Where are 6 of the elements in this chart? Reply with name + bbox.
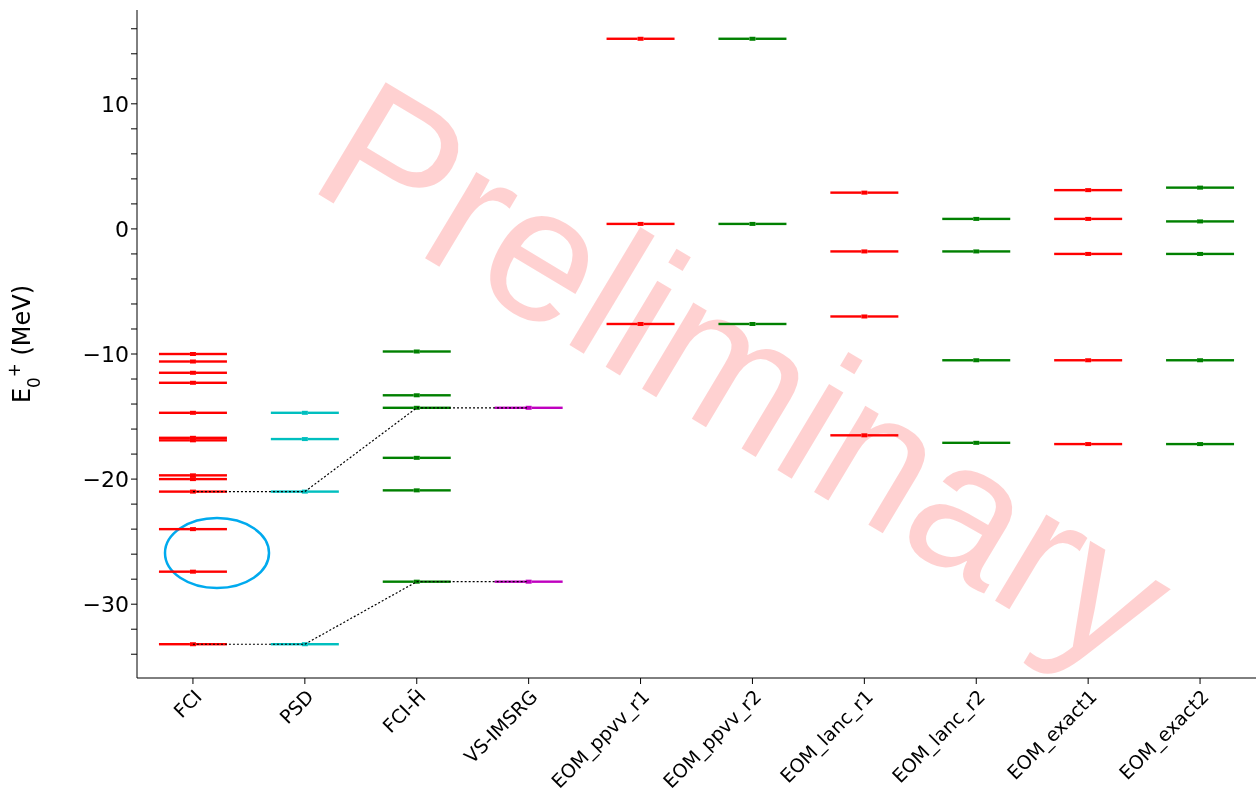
x-tick-label: FCI xyxy=(169,685,206,722)
y-tick-label: −30 xyxy=(82,592,129,617)
y-tick-label: 10 xyxy=(101,91,129,117)
y-tick-label: 0 xyxy=(115,216,129,242)
y-tick-label: −20 xyxy=(82,466,129,492)
y-tick-label: −10 xyxy=(82,341,129,367)
